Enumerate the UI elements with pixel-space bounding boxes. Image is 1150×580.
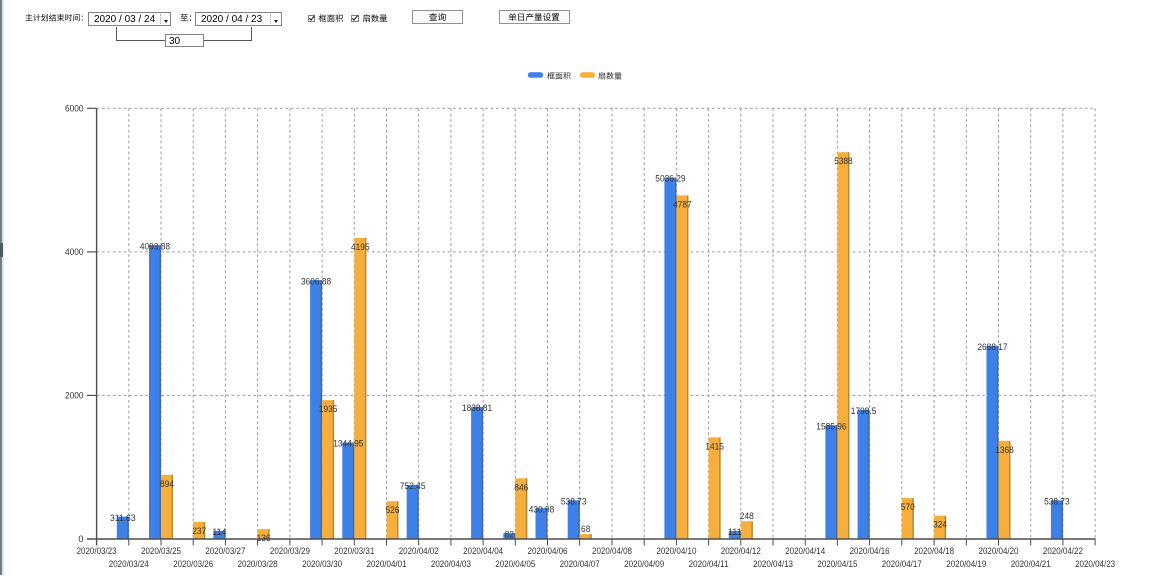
- svg-text:2020/03/27: 2020/03/27: [205, 546, 245, 556]
- svg-text:82: 82: [505, 529, 514, 539]
- svg-text:2020/04/04: 2020/04/04: [463, 546, 503, 556]
- svg-text:2020/04/19: 2020/04/19: [946, 559, 986, 569]
- svg-text:2020/03/24: 2020/03/24: [109, 559, 149, 569]
- svg-text:2020/03/30: 2020/03/30: [302, 559, 342, 569]
- svg-text:324: 324: [933, 520, 947, 530]
- svg-text:248: 248: [740, 511, 754, 521]
- svg-text:570: 570: [901, 502, 915, 512]
- svg-text:114: 114: [212, 527, 226, 537]
- svg-text:2020/04/11: 2020/04/11: [689, 559, 729, 569]
- svg-text:2688.17: 2688.17: [977, 342, 1007, 352]
- svg-text:2020/04/22: 2020/04/22: [1043, 546, 1083, 556]
- svg-text:894: 894: [160, 479, 174, 489]
- svg-text:0: 0: [78, 534, 83, 544]
- svg-text:2020/03/23: 2020/03/23: [77, 546, 117, 556]
- svg-text:2020/04/08: 2020/04/08: [592, 546, 632, 556]
- svg-text:237: 237: [192, 526, 206, 536]
- svg-text:2020/04/13: 2020/04/13: [753, 559, 793, 569]
- svg-text:2020/04/21: 2020/04/21: [1011, 559, 1051, 569]
- svg-text:136: 136: [257, 533, 271, 543]
- svg-text:6000: 6000: [65, 104, 84, 114]
- svg-text:538.73: 538.73: [561, 497, 587, 507]
- svg-text:2020/04/05: 2020/04/05: [495, 559, 535, 569]
- svg-text:538.73: 538.73: [1044, 497, 1070, 507]
- svg-text:2020/03/26: 2020/03/26: [173, 559, 213, 569]
- svg-text:430.98: 430.98: [529, 504, 555, 514]
- svg-text:2020/03/28: 2020/03/28: [238, 559, 278, 569]
- svg-text:2020/04/06: 2020/04/06: [528, 546, 568, 556]
- svg-text:2020/04/09: 2020/04/09: [624, 559, 664, 569]
- svg-text:2020/04/10: 2020/04/10: [656, 546, 696, 556]
- svg-text:2020/03/31: 2020/03/31: [334, 546, 374, 556]
- svg-text:2020/04/01: 2020/04/01: [367, 559, 407, 569]
- svg-text:5388: 5388: [834, 156, 853, 166]
- svg-text:3606.88: 3606.88: [301, 276, 331, 286]
- svg-text:2020/04/02: 2020/04/02: [399, 546, 439, 556]
- svg-text:2020/04/15: 2020/04/15: [817, 559, 857, 569]
- svg-text:111: 111: [728, 527, 742, 537]
- svg-text:4000: 4000: [65, 247, 84, 257]
- svg-text:5036.29: 5036.29: [655, 174, 685, 184]
- svg-text:4787: 4787: [673, 199, 692, 209]
- svg-text:4093.88: 4093.88: [140, 241, 170, 251]
- svg-text:2020/04/07: 2020/04/07: [560, 559, 600, 569]
- svg-text:2020/04/12: 2020/04/12: [721, 546, 761, 556]
- svg-text:2020/04/14: 2020/04/14: [785, 546, 825, 556]
- svg-text:1344.95: 1344.95: [333, 439, 363, 449]
- svg-text:2020/04/03: 2020/04/03: [431, 559, 471, 569]
- svg-text:2020/03/29: 2020/03/29: [270, 546, 310, 556]
- svg-text:2020/04/18: 2020/04/18: [914, 546, 954, 556]
- svg-text:2020/03/25: 2020/03/25: [141, 546, 181, 556]
- svg-text:526: 526: [386, 505, 400, 515]
- svg-text:1798.5: 1798.5: [851, 406, 877, 416]
- svg-text:2000: 2000: [65, 391, 84, 401]
- svg-text:1368: 1368: [995, 445, 1014, 455]
- svg-text:846: 846: [514, 482, 528, 492]
- svg-text:68: 68: [581, 524, 590, 534]
- svg-text:4195: 4195: [351, 242, 370, 252]
- svg-text:1838.81: 1838.81: [462, 403, 492, 413]
- svg-text:2020/04/23: 2020/04/23: [1075, 559, 1115, 569]
- svg-text:2020/04/17: 2020/04/17: [882, 559, 922, 569]
- svg-text:1935: 1935: [319, 404, 338, 414]
- svg-text:2020/04/20: 2020/04/20: [979, 546, 1019, 556]
- svg-text:1585.96: 1585.96: [816, 421, 846, 431]
- svg-text:1415: 1415: [705, 441, 724, 451]
- svg-text:2020/04/16: 2020/04/16: [850, 546, 890, 556]
- svg-text:311.63: 311.63: [110, 513, 136, 523]
- svg-text:752.45: 752.45: [400, 481, 426, 491]
